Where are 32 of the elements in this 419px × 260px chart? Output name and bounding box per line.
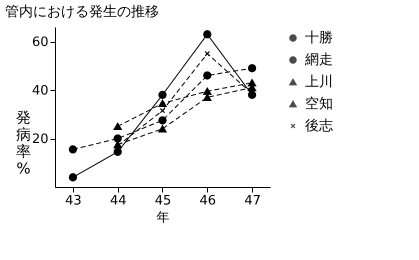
point [203,94,212,101]
x-axis-title: 年 [156,210,170,226]
point [160,108,166,114]
x-tick-label: 47 [244,194,261,208]
x-tick-label: 44 [110,194,126,208]
x-tick-label: 43 [65,194,82,208]
x-tick-label: 45 [154,194,172,208]
point [248,64,256,72]
point [158,116,167,124]
legend-label: 後志 [305,118,333,134]
y-tick-label: 20 [32,132,48,148]
legend-label: 十勝 [305,30,333,46]
y-tick-label: 40 [32,84,48,99]
point [68,145,78,154]
legend-label: 上川 [305,74,333,90]
point [158,90,167,100]
x-tick-label: 46 [200,194,216,208]
point [68,173,78,182]
point [158,100,167,108]
point [203,88,212,95]
point [204,50,210,56]
point [158,125,167,132]
point [114,122,122,130]
legend-label: 空知 [305,96,333,112]
chart-title: 管内における発生の推移 [5,4,159,20]
y-axis-title: 発病率% [16,108,31,178]
legend-label: 網走 [304,52,333,68]
point [203,71,212,80]
point [203,30,212,38]
point [114,148,122,156]
point [114,134,122,143]
y-tick-label: 60 [32,35,48,50]
